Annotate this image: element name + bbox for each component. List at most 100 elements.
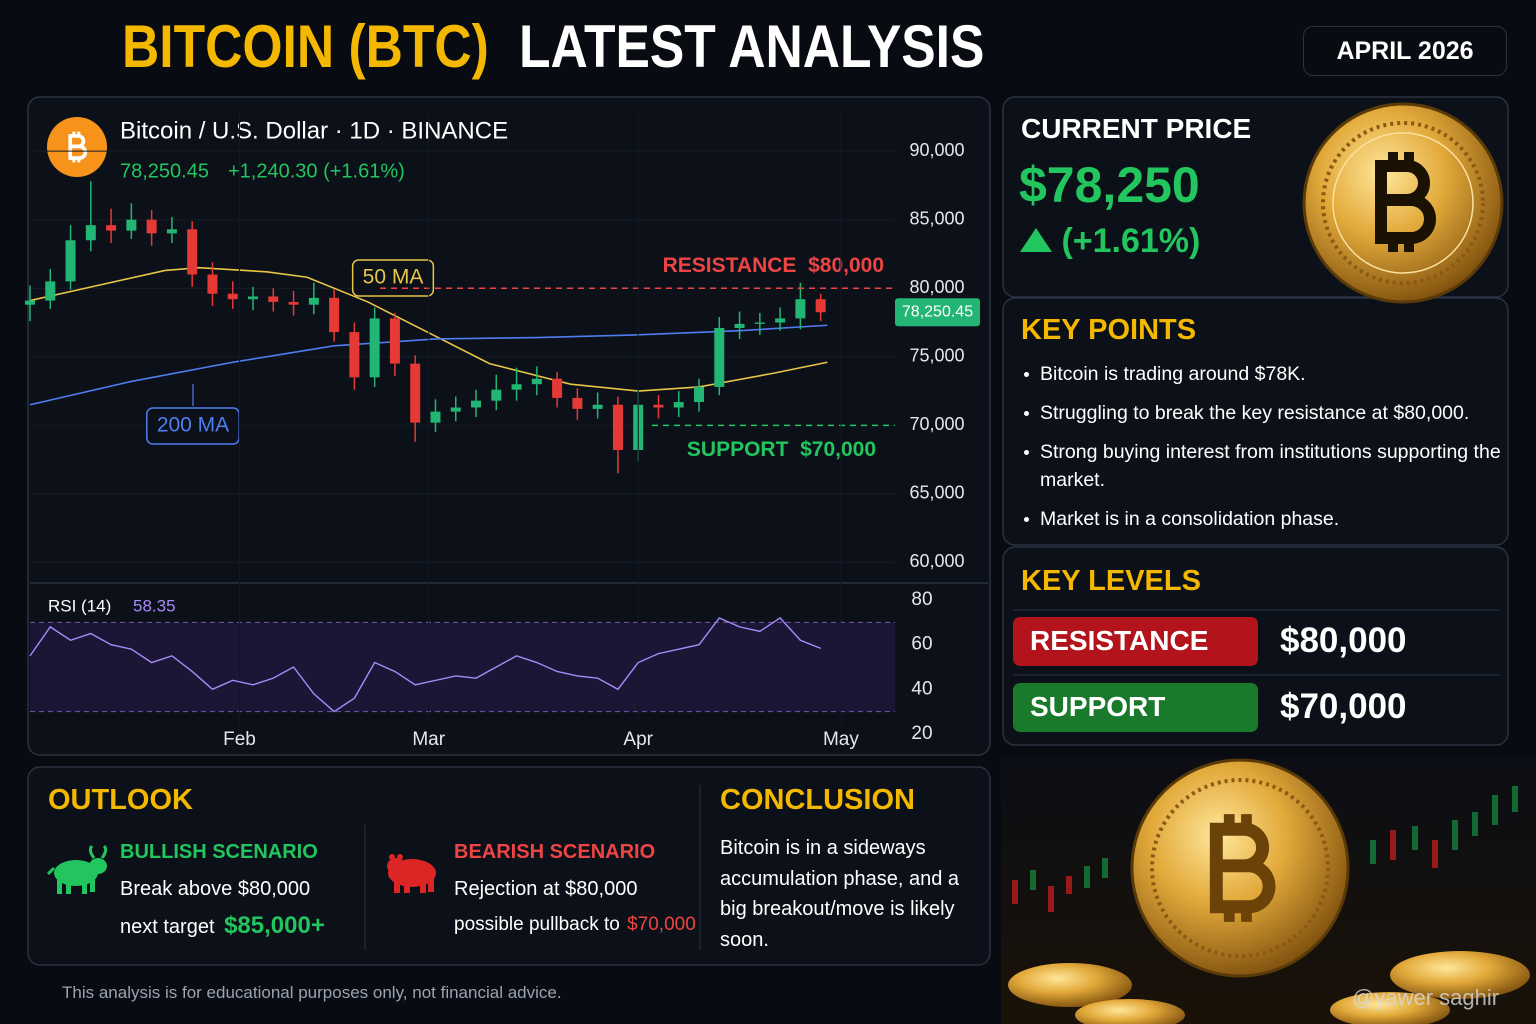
rsi-title: RSI (14): [48, 596, 111, 615]
candle-body: [126, 219, 137, 231]
candle-body: [572, 397, 583, 409]
candle-body: [106, 225, 117, 231]
bull-icon: [46, 844, 108, 894]
y-tick-label: 40: [911, 678, 932, 699]
title-highlight: BITCOIN (BTC): [122, 13, 489, 80]
bullish-text: Break above $80,000: [120, 878, 311, 900]
bullish-text: next target: [120, 916, 215, 938]
watermark: @yawer saghir: [1352, 985, 1500, 1010]
candle-body: [166, 229, 177, 234]
resistance-pill: [1013, 617, 1258, 666]
ma-line: [29, 324, 828, 406]
candle-body: [207, 274, 218, 294]
outlook-panel: [27, 766, 991, 966]
y-tick-label: 90,000: [909, 140, 964, 160]
bearish-target-row: possible pullback to $70,000: [454, 914, 696, 936]
up-triangle: [1020, 228, 1052, 252]
bullish-target-row: next target $85,000+: [120, 912, 325, 940]
ma-label: 50 MA: [363, 266, 424, 289]
chart-panel: [27, 96, 991, 756]
outlook-title: OUTLOOK: [48, 784, 193, 816]
conclusion-title: CONCLUSION: [720, 784, 915, 816]
level-label: SUPPORT $70,000: [687, 438, 876, 461]
candle-body: [471, 400, 482, 408]
key-points-list: Bitcoin is trading around $78K. Strugglin…: [1020, 360, 1505, 544]
candle-body: [369, 318, 380, 378]
candle-body: [612, 404, 623, 451]
candle-body: [288, 301, 299, 305]
candle-body: [430, 411, 441, 423]
y-tick-label: 65,000: [909, 483, 964, 503]
x-tick-label: Mar: [412, 729, 445, 750]
candle-body: [795, 299, 806, 319]
candle-body: [187, 229, 198, 275]
candle-body: [714, 327, 725, 387]
conclusion-text: Bitcoin is in a sideways accumulation ph…: [720, 837, 960, 951]
price-change-row: (+1.61%): [1020, 222, 1200, 261]
level-label: SUPPORT: [1030, 691, 1166, 722]
candle-body: [694, 386, 705, 403]
decor-illustration: [1001, 757, 1536, 1024]
candle-body: [227, 293, 238, 300]
candle-body: [552, 378, 563, 398]
key-point: Bitcoin is trading around $78K.: [1020, 360, 1505, 388]
y-tick-label: 60: [911, 634, 932, 655]
header: BITCOIN (BTC) LATEST ANALYSIS: [122, 12, 1060, 81]
candle-body: [85, 225, 96, 241]
candle-body: [491, 389, 502, 401]
candle-body: [673, 402, 684, 408]
level-value: $80,000: [1280, 621, 1407, 660]
price-tag-label: 78,250.45: [902, 303, 973, 320]
y-tick-label: 70,000: [909, 414, 964, 434]
bullish-title: BULLISH SCENARIO: [120, 841, 318, 863]
bear-icon: [387, 854, 436, 893]
x-tick-label: May: [823, 729, 859, 750]
y-tick-label: 80,000: [909, 277, 964, 297]
candle-body: [329, 297, 340, 333]
candle-body: [511, 384, 522, 390]
candle-body: [248, 296, 259, 300]
y-tick-label: 85,000: [909, 208, 964, 228]
candle-body: [308, 297, 319, 305]
level-label: RESISTANCE $80,000: [663, 254, 884, 277]
candle-body: [389, 318, 400, 364]
btc-logo-symbol: [68, 131, 88, 163]
coin-illustration: [1302, 102, 1504, 304]
bearish-text: possible pullback to: [454, 914, 620, 935]
level-label: RESISTANCE: [1030, 625, 1209, 656]
candle-body: [25, 300, 35, 305]
title-rest: LATEST ANALYSIS: [518, 13, 985, 80]
rsi-value: 58.35: [133, 596, 176, 615]
candle-body: [268, 296, 279, 302]
price-change: (+1.61%): [1061, 222, 1201, 260]
candle-body: [410, 363, 421, 423]
x-tick-label: Feb: [223, 729, 256, 750]
bearish-title: BEARISH SCENARIO: [454, 841, 656, 863]
chart-title: Bitcoin / U.S. Dollar · 1D · BINANCE: [120, 117, 508, 144]
key-point: Strong buying interest from institutions…: [1020, 438, 1505, 494]
change-text: +1,240.30 (+1.61%): [228, 160, 405, 182]
rsi-line: [29, 617, 821, 713]
ma-label-box: [351, 259, 435, 297]
current-price: $78,250: [1019, 157, 1200, 213]
bearish-target: $70,000: [627, 914, 696, 935]
candle-body: [653, 404, 664, 408]
key-point: Struggling to break the key resistance a…: [1020, 399, 1505, 427]
candle-body: [592, 404, 603, 409]
y-tick-label: 75,000: [909, 346, 964, 366]
candle-body: [65, 240, 76, 282]
y-tick-label: 20: [911, 723, 932, 744]
key-point: Market is in a consolidation phase.: [1020, 505, 1505, 533]
price-text: 78,250.45: [120, 160, 209, 182]
level-value: $70,000: [1280, 687, 1407, 726]
bearish-text: Rejection at $80,000: [454, 878, 638, 900]
ma-label: 200 MA: [157, 414, 229, 437]
candle-body: [815, 299, 826, 313]
x-tick-label: Apr: [623, 729, 653, 750]
key-points-panel: [1002, 297, 1509, 546]
candle-body: [146, 219, 157, 234]
candle-body: [531, 378, 542, 385]
ma-line: [29, 266, 828, 392]
